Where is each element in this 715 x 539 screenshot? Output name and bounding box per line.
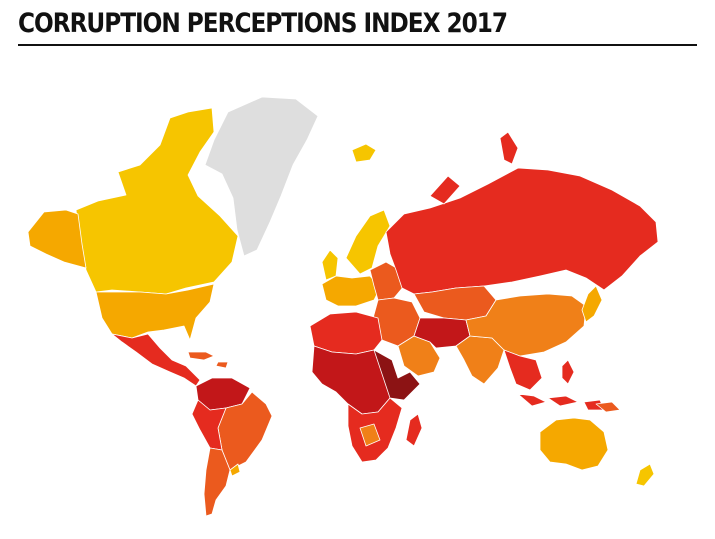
southern-cone-region — [203, 447, 231, 517]
uk-ireland-region — [321, 249, 339, 281]
russia-arctic-islands — [429, 131, 519, 205]
japan-region — [581, 285, 603, 323]
new-zealand-region — [635, 463, 655, 487]
southeast-asia-region — [503, 349, 543, 391]
horn-of-africa-region — [373, 349, 421, 401]
uruguay-region — [229, 463, 241, 477]
madagascar-region — [405, 413, 423, 447]
botswana-region — [359, 423, 381, 447]
iceland-region — [351, 143, 377, 163]
north-africa-region — [309, 311, 383, 355]
china-region — [465, 293, 587, 357]
papua-region — [595, 401, 621, 413]
russia-region — [385, 167, 659, 295]
title-underline — [18, 44, 697, 46]
mexico-central-america-region — [111, 333, 201, 387]
canada-region — [75, 107, 239, 295]
australia-region — [539, 417, 609, 471]
eastern-europe-region — [369, 261, 405, 301]
greenland-region — [204, 96, 319, 257]
indonesia-region — [517, 393, 605, 411]
alaska-region — [27, 209, 87, 269]
scandinavia-region — [345, 209, 391, 275]
philippines-region — [561, 359, 575, 385]
caribbean-region — [187, 351, 229, 369]
western-europe-region — [321, 275, 381, 307]
page-title: CORRUPTION PERCEPTIONS INDEX 2017 — [18, 8, 508, 39]
world-choropleth-map — [27, 96, 659, 517]
